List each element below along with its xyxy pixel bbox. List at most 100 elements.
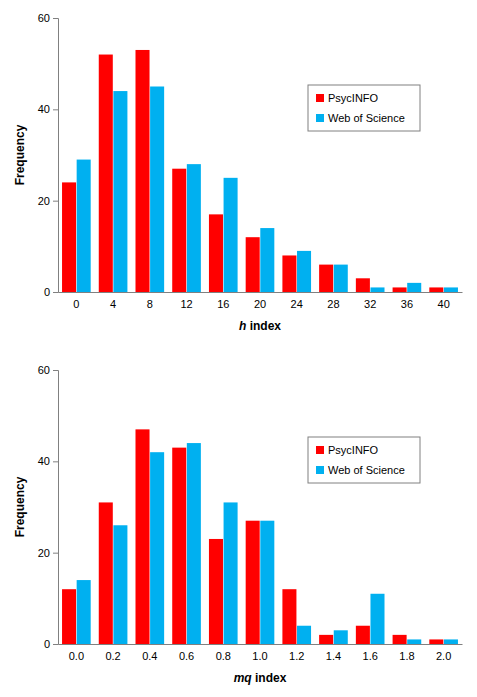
y-tick-mark [53,553,58,554]
legend: PsycINFO Web of Science [308,85,420,131]
y-tick: 40 [38,455,58,467]
bar [99,502,113,644]
y-tick-label: 40 [38,103,50,115]
chart-canvas: 02040600481216202428323640h indexFrequen… [0,0,477,697]
x-tick-label: 0 [73,298,79,310]
y-axis-line [53,371,59,645]
chart-panel: 0 20 40 60 0.0 0.2 0.4 0.6 0.8 1.0 1.2 1.4 1.6 1.8 2.0… [13,364,463,685]
legend-item: PsycINFO [316,92,379,104]
legend-box [308,85,420,131]
x-tick-label: 24 [291,298,303,310]
x-tick-label: 28 [327,298,339,310]
bar [113,91,127,292]
x-axis-line [59,644,463,645]
bar [429,639,443,644]
y-tick-mark [53,370,58,371]
y-tick: 60 [38,12,58,24]
x-tick-label: 1.6 [363,650,378,662]
x-tick-label: 0.2 [105,650,120,662]
bar [209,539,223,644]
bar [444,287,458,292]
x-tick: 1.4 [326,644,341,662]
bar [334,630,348,644]
y-axis: 0204060 [38,12,59,298]
x-tick-label: 0.4 [142,650,157,662]
x-tick-label: 1.8 [399,650,414,662]
legend-box [308,437,420,483]
y-tick-mark [53,644,58,645]
x-tick: 0.8 [216,644,231,662]
y-axis-title: Frequency [13,476,27,537]
bar [62,589,76,644]
bar [407,639,421,644]
y-tick-label: 20 [38,195,50,207]
y-tick-label: 60 [38,364,50,376]
bar [246,237,260,292]
y-tick: 60 [38,364,58,376]
x-tick-label: 1.0 [252,650,267,662]
x-tick-label: 16 [217,298,229,310]
bar [297,251,311,292]
x-tick: 1.2 [289,644,304,662]
bar [282,589,296,644]
bar [282,255,296,292]
x-tick-label: 0.6 [179,650,194,662]
bar [150,87,164,293]
bar [356,626,370,644]
x-axis: 0.0 0.2 0.4 0.6 0.8 1.0 1.2 1.4 1.6 1.8 2.0 [59,644,463,662]
x-tick: 40 [438,292,450,310]
x-tick: 36 [401,292,413,310]
x-tick: 0.4 [142,644,157,662]
y-tick: 20 [38,547,58,559]
bar [77,580,91,644]
bar [187,443,201,644]
x-tick: 1.0 [252,644,267,662]
x-tick: 1.8 [399,644,414,662]
legend-swatch [316,114,324,122]
bar [172,169,186,292]
bars [62,50,458,292]
bar [246,521,260,644]
legend-swatch [316,466,324,474]
bar [334,265,348,292]
y-tick-mark [53,109,58,110]
y-tick: 40 [38,103,58,115]
x-tick: 24 [291,292,303,310]
x-tick: 0.2 [105,644,120,662]
x-tick-label: 36 [401,298,413,310]
x-tick: 16 [217,292,229,310]
bar [393,287,407,292]
y-tick-label: 60 [38,12,50,24]
x-axis-title: h index [239,319,281,333]
y-axis: 0 20 40 60 [38,364,59,650]
bar [444,639,458,644]
x-axis-title: mq index [234,671,287,685]
bars [62,429,458,644]
bar [319,265,333,292]
legend-label: PsycINFO [328,92,379,104]
x-tick: 2.0 [436,644,451,662]
bar [187,164,201,292]
bar [224,178,238,292]
bar [319,635,333,644]
bar [297,626,311,644]
legend-label: Web of Science [328,112,405,124]
y-tick-mark [53,292,58,293]
bar [172,448,186,644]
legend: PsycINFOWeb of Science [308,437,420,483]
bar [135,50,149,292]
bar [209,214,223,292]
x-tick: 8 [147,292,153,310]
x-axis-line [59,292,463,293]
bar [113,525,127,644]
legend-swatch [316,446,324,454]
x-tick-label: 0.0 [69,650,84,662]
x-tick: 4 [110,292,116,310]
bar [429,287,443,292]
x-tick-label: 8 [147,298,153,310]
y-tick: 20 [38,195,58,207]
y-axis-title: Frequency [13,124,27,185]
x-tick-label: 32 [364,298,376,310]
x-tick-label: 2.0 [436,650,451,662]
y-tick: 0 [44,638,58,650]
